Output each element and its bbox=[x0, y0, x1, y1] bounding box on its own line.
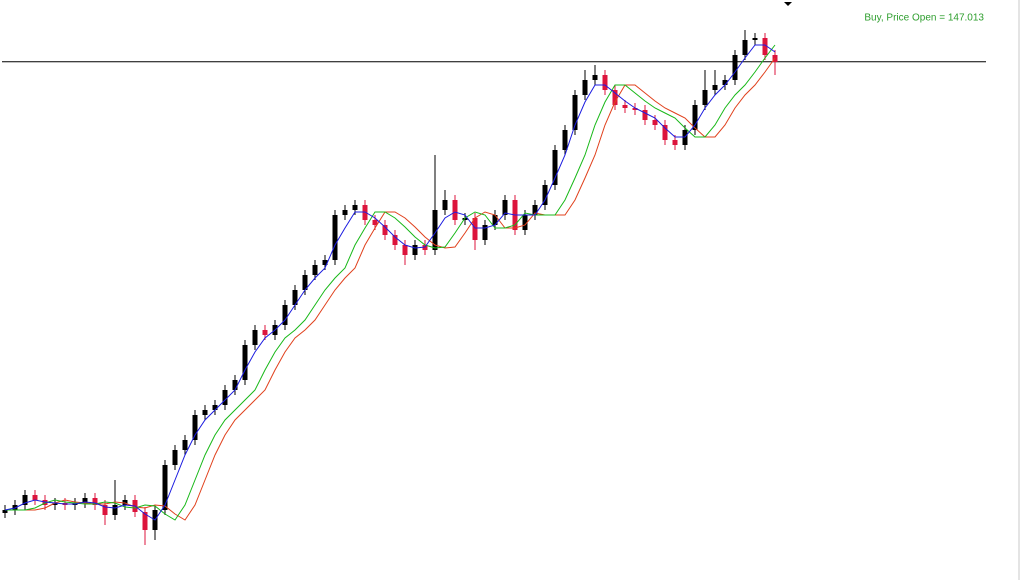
candle-body bbox=[522, 215, 528, 230]
candle-body bbox=[172, 450, 178, 465]
candle-body bbox=[532, 205, 538, 215]
candle-body bbox=[672, 140, 678, 145]
candle-body bbox=[432, 210, 438, 250]
candle-body bbox=[22, 495, 28, 505]
candle-body bbox=[32, 495, 38, 500]
candle-body bbox=[352, 205, 358, 210]
candle-body bbox=[192, 415, 198, 440]
candle-body bbox=[182, 440, 188, 450]
candle-body bbox=[242, 345, 248, 380]
candle-body bbox=[462, 218, 468, 220]
candle-body bbox=[482, 225, 488, 240]
candle-body bbox=[642, 110, 648, 120]
candle-body bbox=[162, 465, 168, 510]
candle-body bbox=[662, 125, 668, 140]
candle-body bbox=[602, 75, 608, 90]
candle-body bbox=[752, 38, 758, 40]
candle-body bbox=[562, 130, 568, 150]
shift-marker bbox=[784, 2, 792, 6]
candle-body bbox=[282, 305, 288, 325]
plot-area bbox=[2, 30, 986, 545]
candle-body bbox=[202, 410, 208, 415]
candle-body bbox=[302, 275, 308, 290]
candle-body bbox=[372, 220, 378, 225]
candle-body bbox=[322, 260, 328, 265]
candle-body bbox=[252, 330, 258, 345]
candle-body bbox=[712, 85, 718, 90]
candle-body bbox=[332, 215, 338, 260]
candle-body bbox=[592, 75, 598, 80]
candle-body bbox=[472, 218, 478, 240]
candle-body bbox=[612, 90, 618, 105]
candle-body bbox=[632, 108, 638, 110]
candle-body bbox=[232, 380, 238, 390]
trade-annotation: Buy, Price Open = 147.013 bbox=[864, 13, 984, 24]
moving-average bbox=[4, 44, 776, 521]
candle-body bbox=[102, 505, 108, 515]
moving-average bbox=[5, 44, 776, 521]
candle-body bbox=[112, 505, 118, 515]
candle-body bbox=[652, 120, 658, 125]
candle-body bbox=[292, 290, 298, 305]
candle-body bbox=[2, 510, 8, 513]
candle-body bbox=[742, 40, 748, 55]
candle-body bbox=[582, 80, 588, 95]
candle-body bbox=[542, 185, 548, 205]
candle-body bbox=[762, 38, 768, 55]
candle-body bbox=[262, 330, 268, 335]
candle-body bbox=[572, 95, 578, 130]
candle-body bbox=[442, 200, 448, 210]
candle-body bbox=[222, 390, 228, 405]
candle-body bbox=[82, 498, 88, 503]
candle-body bbox=[502, 200, 508, 215]
candle-body bbox=[402, 245, 408, 255]
candle-body bbox=[552, 150, 558, 185]
candle-body bbox=[412, 245, 418, 255]
candle-body bbox=[452, 200, 458, 220]
candle-body bbox=[92, 498, 98, 505]
candle-body bbox=[212, 405, 218, 410]
candle-body bbox=[722, 80, 728, 85]
candle-body bbox=[142, 512, 148, 530]
candle-body bbox=[622, 105, 628, 108]
candle-body bbox=[312, 265, 318, 275]
candle-body bbox=[702, 90, 708, 105]
candle-body bbox=[692, 105, 698, 130]
candle-body bbox=[342, 210, 348, 215]
candle-body bbox=[382, 225, 388, 235]
candle-body bbox=[392, 235, 398, 245]
candle-body bbox=[732, 55, 738, 80]
candle-body bbox=[52, 503, 58, 505]
candle-body bbox=[492, 215, 498, 225]
